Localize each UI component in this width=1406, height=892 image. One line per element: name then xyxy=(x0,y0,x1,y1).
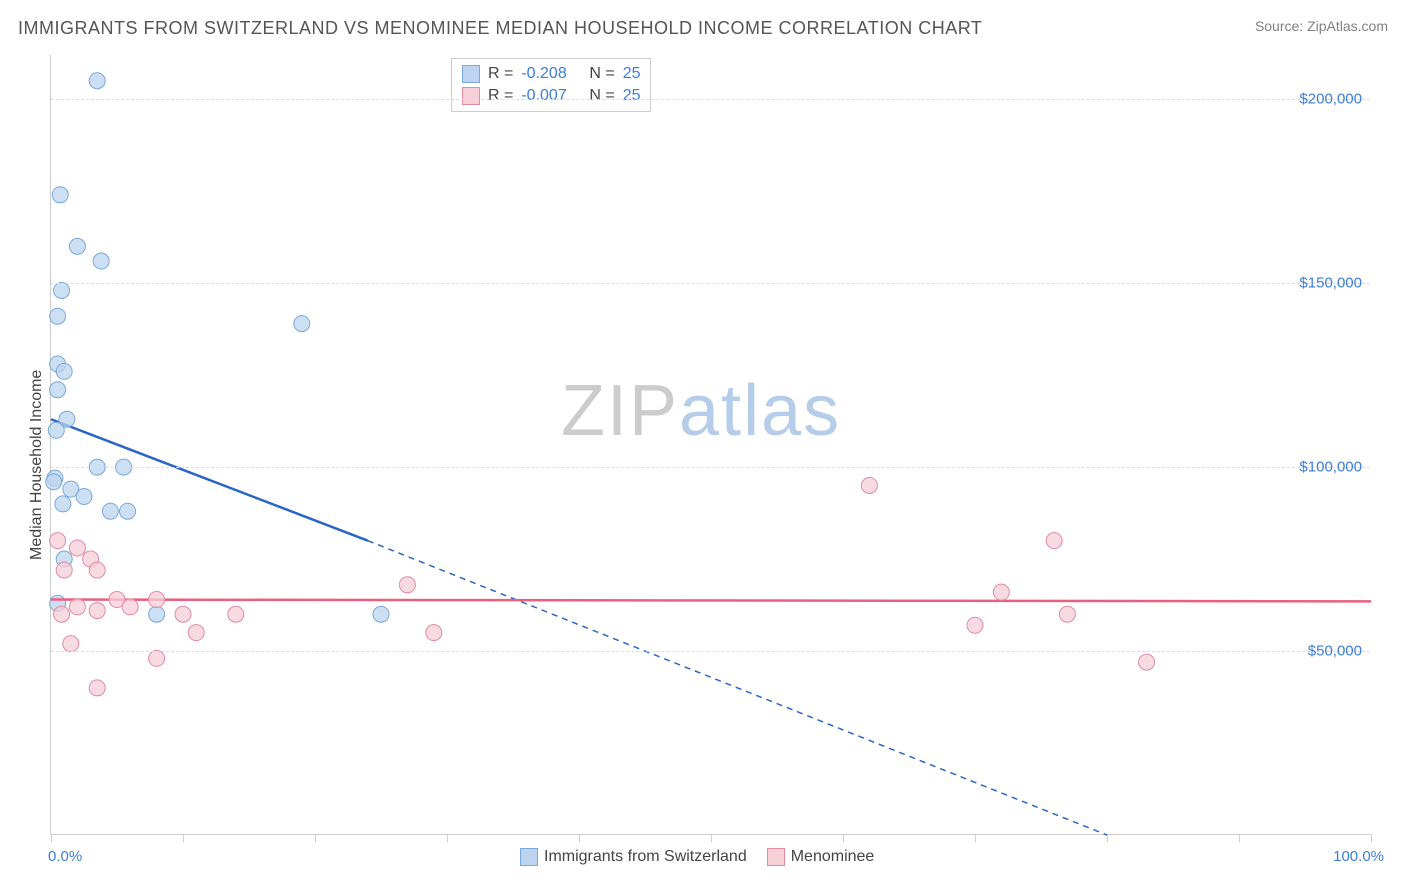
gridline xyxy=(51,467,1370,468)
x-tick xyxy=(51,834,52,842)
r-value: -0.208 xyxy=(521,63,581,85)
data-point xyxy=(89,73,105,89)
data-point xyxy=(967,617,983,633)
plot-area: ZIPatlas R =-0.208N =25R =-0.007N =25 $5… xyxy=(50,55,1370,835)
legend-swatch xyxy=(767,848,785,866)
data-point xyxy=(76,489,92,505)
series-legend: Immigrants from Switzerland Menominee xyxy=(520,848,874,866)
x-axis-min-label: 0.0% xyxy=(48,848,82,865)
r-label: R = xyxy=(488,63,513,85)
x-tick xyxy=(315,834,316,842)
x-tick xyxy=(711,834,712,842)
x-tick xyxy=(975,834,976,842)
data-point xyxy=(175,606,191,622)
legend-swatch xyxy=(462,65,480,83)
data-point xyxy=(54,606,70,622)
data-point xyxy=(52,187,68,203)
data-point xyxy=(93,253,109,269)
data-point xyxy=(294,316,310,332)
x-tick xyxy=(579,834,580,842)
chart-title: IMMIGRANTS FROM SWITZERLAND VS MENOMINEE… xyxy=(18,18,982,39)
y-tick-label: $50,000 xyxy=(1308,643,1362,660)
data-point xyxy=(69,238,85,254)
n-label: N = xyxy=(589,85,614,107)
data-point xyxy=(50,382,66,398)
data-point xyxy=(63,636,79,652)
data-point xyxy=(1046,533,1062,549)
chart-container: IMMIGRANTS FROM SWITZERLAND VS MENOMINEE… xyxy=(0,0,1406,892)
correlation-legend: R = -0.208 N = 25 R = -0.007 N = 25 xyxy=(451,58,651,112)
trend-line xyxy=(51,600,1371,602)
correlation-legend-row: R = -0.007 N = 25 xyxy=(462,85,640,107)
data-point xyxy=(56,562,72,578)
data-point xyxy=(50,308,66,324)
data-point xyxy=(54,282,70,298)
data-point xyxy=(102,503,118,519)
data-point xyxy=(188,625,204,641)
data-point xyxy=(1059,606,1075,622)
data-point xyxy=(426,625,442,641)
x-tick xyxy=(183,834,184,842)
data-point xyxy=(89,680,105,696)
x-tick xyxy=(1371,834,1372,842)
x-tick xyxy=(1107,834,1108,842)
correlation-legend-row: R = -0.208 N = 25 xyxy=(462,63,640,85)
data-point xyxy=(1139,654,1155,670)
data-point xyxy=(861,477,877,493)
y-tick-label: $100,000 xyxy=(1299,459,1362,476)
data-point xyxy=(120,503,136,519)
gridline xyxy=(51,651,1370,652)
series-name: Immigrants from Switzerland xyxy=(544,848,747,866)
data-point xyxy=(228,606,244,622)
y-tick-label: $150,000 xyxy=(1299,275,1362,292)
legend-swatch xyxy=(462,87,480,105)
series-legend-item: Menominee xyxy=(767,848,875,866)
data-point xyxy=(399,577,415,593)
data-point xyxy=(149,592,165,608)
data-point xyxy=(69,599,85,615)
data-point xyxy=(89,603,105,619)
data-point xyxy=(993,584,1009,600)
y-axis-title: Median Household Income xyxy=(28,370,46,560)
x-tick xyxy=(843,834,844,842)
n-label: N = xyxy=(589,63,614,85)
legend-swatch xyxy=(520,848,538,866)
data-point xyxy=(56,363,72,379)
data-point xyxy=(122,599,138,615)
data-point xyxy=(89,562,105,578)
data-point xyxy=(46,474,62,490)
y-tick-label: $200,000 xyxy=(1299,91,1362,108)
r-label: R = xyxy=(488,85,513,107)
source-label: Source: ZipAtlas.com xyxy=(1255,18,1388,34)
x-tick xyxy=(447,834,448,842)
x-tick xyxy=(1239,834,1240,842)
data-point xyxy=(149,650,165,666)
plot-svg xyxy=(51,55,1370,834)
series-name: Menominee xyxy=(791,848,875,866)
r-value: -0.007 xyxy=(521,85,581,107)
trend-line-dashed xyxy=(368,541,1107,835)
data-point xyxy=(149,606,165,622)
gridline xyxy=(51,99,1370,100)
data-point xyxy=(373,606,389,622)
trend-line xyxy=(51,419,368,540)
data-point xyxy=(50,533,66,549)
series-legend-item: Immigrants from Switzerland xyxy=(520,848,747,866)
data-point xyxy=(55,496,71,512)
data-point xyxy=(48,422,64,438)
x-axis-max-label: 100.0% xyxy=(1333,848,1384,865)
gridline xyxy=(51,283,1370,284)
n-value: 25 xyxy=(623,85,641,107)
n-value: 25 xyxy=(623,63,641,85)
data-point xyxy=(69,540,85,556)
